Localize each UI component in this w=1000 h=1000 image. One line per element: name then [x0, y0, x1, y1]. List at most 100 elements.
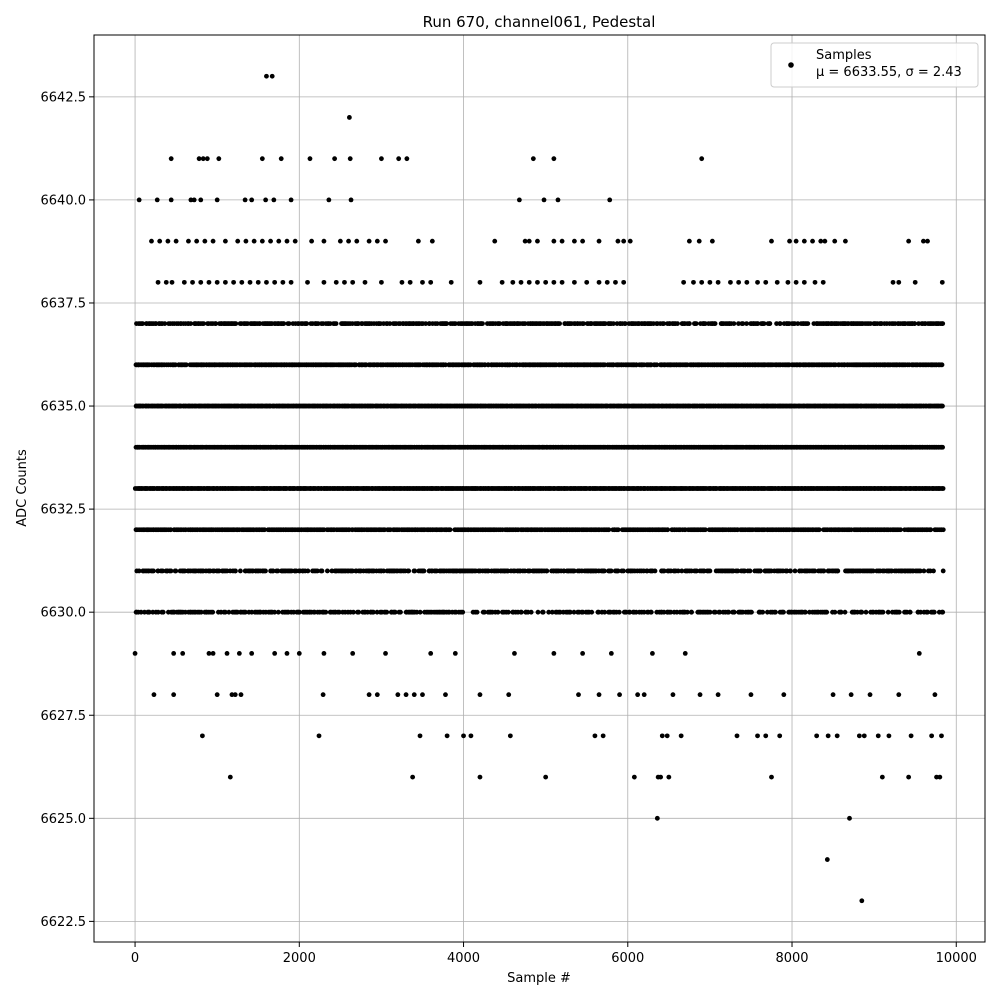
data-point: [224, 651, 230, 656]
data-point: [744, 279, 750, 285]
data-point: [592, 733, 598, 739]
data-point: [709, 238, 715, 244]
data-point: [616, 609, 622, 615]
data-point: [707, 568, 713, 574]
data-point: [264, 279, 269, 285]
data-point: [336, 609, 342, 615]
data-point: [163, 279, 169, 285]
data-point: [516, 197, 522, 203]
data-point: [506, 609, 511, 615]
data-point: [168, 568, 174, 574]
data-point: [315, 568, 320, 574]
data-point: [832, 238, 838, 244]
x-tick-label: 10000: [936, 951, 977, 966]
data-point: [559, 279, 565, 285]
data-point: [604, 279, 610, 285]
data-point: [181, 279, 187, 285]
data-point: [546, 609, 552, 615]
data-point: [222, 609, 228, 615]
data-point: [549, 609, 555, 615]
data-point: [233, 568, 238, 574]
data-point: [202, 238, 208, 244]
data-point: [305, 279, 310, 285]
data-point: [236, 651, 242, 656]
legend-marker: [788, 62, 794, 68]
data-point: [602, 609, 607, 615]
data-point: [685, 609, 690, 615]
data-point: [468, 733, 474, 739]
data-point: [814, 733, 820, 739]
data-point: [787, 238, 792, 244]
data-point: [420, 279, 425, 285]
data-point: [136, 197, 142, 203]
data-point: [398, 609, 403, 615]
data-point: [940, 568, 946, 574]
x-tick-label: 8000: [775, 951, 808, 966]
data-point: [602, 568, 607, 574]
data-point: [420, 692, 425, 698]
data-point: [939, 733, 944, 739]
data-point: [180, 651, 186, 656]
data-point: [681, 279, 687, 285]
data-point: [769, 238, 774, 244]
data-point: [879, 774, 885, 780]
data-point: [480, 321, 485, 326]
data-point: [792, 568, 798, 574]
data-point: [321, 651, 327, 656]
data-point: [346, 238, 351, 244]
data-point: [812, 568, 818, 574]
data-point: [694, 568, 699, 574]
data-point: [678, 733, 684, 739]
data-point: [238, 568, 243, 574]
data-point: [717, 609, 723, 615]
data-point: [151, 692, 157, 698]
y-tick-label: 6630.0: [41, 606, 87, 621]
data-point: [707, 279, 713, 285]
data-point: [544, 568, 550, 574]
data-point: [929, 733, 935, 739]
data-point: [825, 733, 831, 739]
data-point: [353, 362, 359, 368]
data-point: [155, 609, 161, 615]
data-point: [859, 609, 865, 615]
data-point: [272, 279, 278, 285]
data-point: [242, 197, 248, 203]
data-points: [132, 73, 946, 904]
data-point: [155, 279, 161, 285]
data-point: [251, 238, 257, 244]
data-point: [767, 321, 773, 326]
data-point: [383, 651, 388, 656]
data-point: [146, 609, 152, 615]
data-point: [272, 651, 278, 656]
data-point: [856, 733, 862, 739]
data-point: [835, 568, 841, 574]
data-point: [316, 733, 322, 739]
data-point: [731, 321, 737, 326]
data-point: [907, 609, 913, 615]
data-point: [132, 651, 138, 656]
data-point: [535, 609, 541, 615]
data-point: [648, 609, 654, 615]
x-tick-label: 2000: [283, 951, 316, 966]
data-point: [540, 609, 546, 615]
data-point: [374, 609, 380, 615]
data-point: [699, 279, 705, 285]
data-point: [890, 279, 896, 285]
data-point: [280, 279, 286, 285]
data-point: [495, 609, 501, 615]
data-point: [613, 279, 618, 285]
data-point: [842, 609, 848, 615]
data-point: [477, 279, 483, 285]
data-point: [243, 238, 249, 244]
data-point: [235, 238, 241, 244]
data-point: [734, 733, 740, 739]
data-point: [820, 279, 826, 285]
data-point: [847, 815, 852, 821]
data-point: [747, 568, 753, 574]
data-point: [621, 279, 627, 285]
data-point: [896, 609, 902, 615]
data-point: [580, 238, 586, 244]
data-point: [715, 279, 721, 285]
data-point: [227, 774, 233, 780]
